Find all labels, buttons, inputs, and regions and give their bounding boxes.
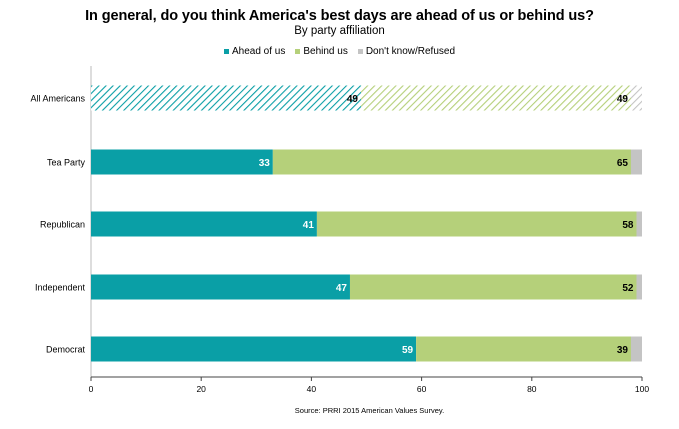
legend-swatch-ahead [223,49,229,54]
data-label: 59 [402,345,414,356]
data-label: 65 [617,158,629,169]
chart-legend: Ahead of us Behind us Don't know/Refused [0,46,679,57]
bar-segment [349,274,637,300]
data-label: 33 [259,158,271,169]
legend-item-behind: Behind us [295,46,348,57]
bar-segment [316,211,637,237]
bar-segment [91,274,350,300]
x-tick-label: 20 [196,384,206,394]
legend-swatch-dont-know [357,49,363,54]
bar-segment [91,336,417,362]
category-label: Independent [35,283,86,293]
legend-item-ahead: Ahead of us [223,46,286,57]
x-tick-label: 100 [635,384,649,394]
category-label: Democrat [46,345,86,355]
data-label: 58 [622,220,634,231]
data-label: 47 [336,283,348,294]
bar-segment [360,85,631,111]
category-label: Republican [40,220,85,230]
bar-segment [91,85,361,111]
chart-subtitle: By party affiliation [294,25,385,37]
bar-segment [91,211,317,237]
bar-segment [630,149,642,175]
bar-segment [630,85,642,111]
legend-label-dont-know: Don't know/Refused [365,46,456,57]
bar-segment [91,149,273,175]
data-label: 39 [617,345,629,356]
category-label: All Americans [30,94,85,104]
x-tick-label: 0 [89,384,94,394]
x-tick-label: 80 [527,384,537,394]
x-tick-label: 60 [417,384,427,394]
bar-segment [630,336,642,362]
legend-label-ahead: Ahead of us [231,46,286,57]
legend-swatch-behind [295,49,301,54]
chart-title: In general, do you think America's best … [85,8,594,24]
data-label: 49 [617,94,629,105]
bar-segment [636,274,642,300]
legend-item-dont-know: Don't know/Refused [357,46,456,57]
bar-segment [272,149,631,175]
x-tick-label: 40 [307,384,317,394]
data-label: 49 [347,94,359,105]
category-label: Tea Party [47,158,86,168]
data-label: 41 [303,220,315,231]
legend-label-behind: Behind us [303,46,348,57]
bar-segment [636,211,642,237]
source-note: Source: PRRI 2015 American Values Survey… [294,406,445,415]
bar-segment [416,336,631,362]
data-label: 52 [622,283,634,294]
